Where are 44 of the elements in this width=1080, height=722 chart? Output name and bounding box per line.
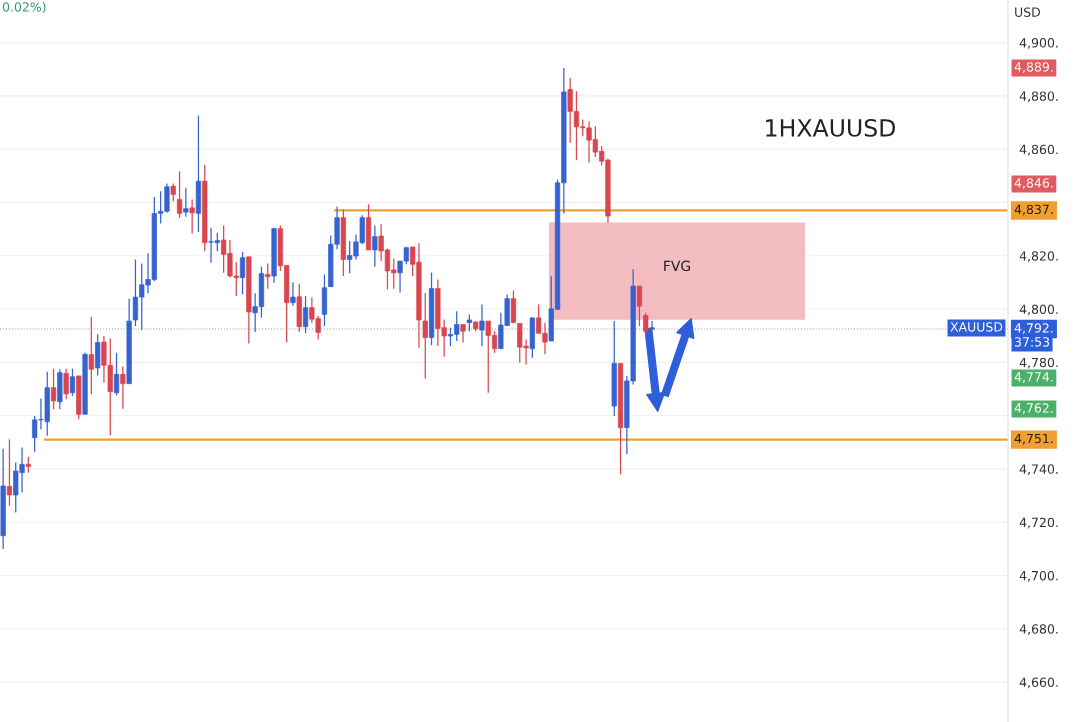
candlestick bbox=[290, 281, 296, 307]
y-tick-label: 4,700. bbox=[1019, 570, 1058, 582]
annotation: 0.02%) bbox=[2, 1, 46, 14]
candlestick bbox=[50, 368, 57, 410]
candlestick bbox=[510, 289, 517, 324]
text: 4,762. bbox=[1014, 403, 1053, 414]
candlestick bbox=[189, 198, 195, 235]
ref-line-label: 4,837. bbox=[1014, 204, 1053, 216]
candlestick bbox=[239, 251, 246, 296]
y-tick-label: 4,740. bbox=[1019, 464, 1058, 476]
text: 4,889. bbox=[1014, 62, 1053, 73]
candlestick bbox=[120, 365, 126, 410]
y-tick-label: 4,860. bbox=[1019, 144, 1058, 156]
annotation: XAUUSD bbox=[950, 322, 1003, 332]
y-tick-label: 4,900. bbox=[1019, 38, 1058, 49]
candlestick bbox=[636, 285, 643, 327]
y-tick-label: 4,780. bbox=[1019, 357, 1058, 369]
y-tick-label: 4,820. bbox=[1019, 251, 1058, 262]
text: 37:53 bbox=[1015, 337, 1050, 347]
text: 4,774. bbox=[1014, 372, 1053, 383]
candlestick bbox=[372, 224, 378, 268]
y-tick-label: 4,720. bbox=[1019, 517, 1058, 529]
candlestick bbox=[176, 170, 183, 219]
y-axis-title: USD bbox=[1015, 7, 1041, 17]
candlestick bbox=[479, 303, 485, 347]
y-tick-label: 4,680. bbox=[1019, 624, 1058, 635]
candlestick bbox=[69, 368, 76, 397]
candlestick bbox=[643, 312, 649, 338]
candlestick bbox=[265, 262, 271, 290]
candlestick bbox=[460, 323, 466, 344]
candlestick bbox=[63, 368, 69, 400]
candlestick bbox=[113, 352, 120, 396]
band-label: FVG bbox=[664, 260, 690, 272]
y-tick-label: 4,660. bbox=[1019, 677, 1058, 689]
text: 4,846. bbox=[1014, 178, 1053, 189]
text: 1HXAUUSD bbox=[766, 118, 896, 137]
candlestick bbox=[183, 187, 189, 218]
y-tick-label: 4,880. bbox=[1019, 91, 1058, 103]
candlestick bbox=[88, 316, 94, 395]
y-tick-label: 4,800. bbox=[1019, 304, 1058, 316]
ref-line-label: 4,792. bbox=[1014, 323, 1053, 334]
candlestick bbox=[302, 295, 309, 334]
ref-line-label: 4,751. bbox=[1014, 433, 1053, 445]
candlestick bbox=[6, 438, 13, 507]
